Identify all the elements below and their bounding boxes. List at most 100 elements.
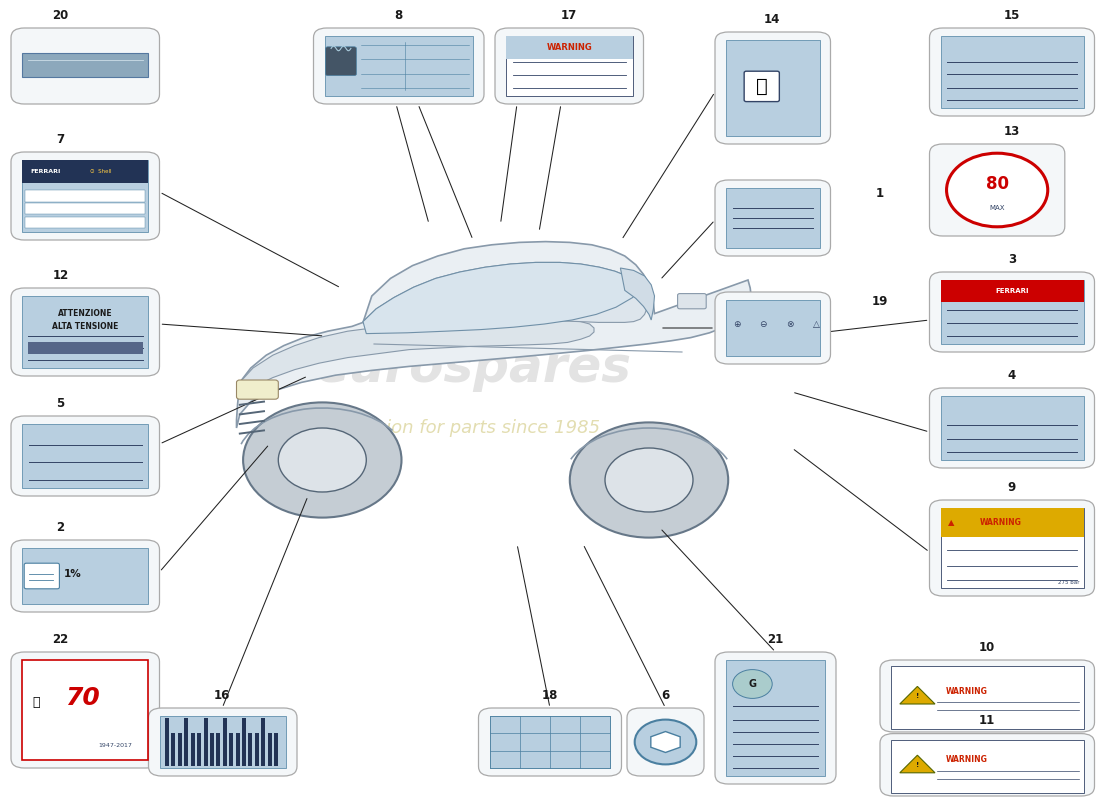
Text: WARNING: WARNING (980, 518, 1022, 527)
FancyBboxPatch shape (930, 500, 1094, 596)
FancyBboxPatch shape (25, 217, 145, 228)
Text: 16: 16 (214, 689, 230, 702)
Text: 22: 22 (53, 633, 68, 646)
Polygon shape (651, 731, 680, 753)
FancyBboxPatch shape (715, 292, 830, 364)
FancyBboxPatch shape (715, 652, 836, 784)
Text: 275 bar: 275 bar (1057, 580, 1079, 585)
Text: 18: 18 (542, 689, 558, 702)
Text: 9: 9 (1008, 481, 1016, 494)
FancyBboxPatch shape (148, 708, 297, 776)
FancyBboxPatch shape (506, 36, 632, 96)
FancyBboxPatch shape (930, 272, 1094, 352)
FancyBboxPatch shape (210, 733, 213, 766)
FancyBboxPatch shape (744, 71, 779, 102)
Circle shape (946, 154, 1047, 227)
Text: passion for parts since 1985: passion for parts since 1985 (345, 419, 601, 437)
Circle shape (243, 402, 402, 518)
FancyBboxPatch shape (24, 563, 59, 589)
Text: 19: 19 (872, 295, 888, 308)
FancyBboxPatch shape (940, 508, 1084, 588)
FancyBboxPatch shape (25, 190, 145, 202)
FancyBboxPatch shape (262, 718, 265, 766)
Text: ATTENZIONE: ATTENZIONE (58, 309, 112, 318)
FancyBboxPatch shape (172, 733, 175, 766)
FancyBboxPatch shape (930, 144, 1065, 236)
Text: ⊙  Shell: ⊙ Shell (90, 169, 112, 174)
FancyBboxPatch shape (11, 652, 159, 768)
FancyBboxPatch shape (627, 708, 704, 776)
FancyBboxPatch shape (739, 316, 755, 347)
FancyBboxPatch shape (160, 716, 286, 768)
Text: ⊖: ⊖ (760, 320, 767, 330)
Text: 20: 20 (53, 10, 68, 22)
FancyBboxPatch shape (22, 424, 148, 488)
FancyBboxPatch shape (274, 733, 278, 766)
Polygon shape (240, 319, 594, 387)
FancyBboxPatch shape (11, 540, 159, 612)
FancyBboxPatch shape (28, 342, 143, 354)
FancyBboxPatch shape (940, 36, 1084, 108)
Text: 12: 12 (53, 269, 68, 282)
Polygon shape (363, 262, 647, 322)
Text: G: G (748, 679, 757, 689)
FancyBboxPatch shape (165, 718, 169, 766)
Text: ⛽: ⛽ (756, 77, 768, 96)
FancyBboxPatch shape (715, 32, 830, 144)
FancyBboxPatch shape (891, 666, 1084, 729)
Text: 4: 4 (1008, 369, 1016, 382)
Text: 🐎: 🐎 (33, 695, 40, 709)
FancyBboxPatch shape (22, 160, 148, 232)
FancyBboxPatch shape (22, 53, 148, 78)
Text: △: △ (813, 320, 820, 330)
Text: ⊕: ⊕ (734, 320, 740, 330)
Polygon shape (900, 686, 935, 704)
FancyBboxPatch shape (490, 716, 610, 768)
Text: 8: 8 (394, 10, 403, 22)
FancyBboxPatch shape (267, 733, 272, 766)
Circle shape (733, 670, 772, 698)
Text: FERRARI: FERRARI (31, 169, 62, 174)
FancyBboxPatch shape (940, 508, 1084, 537)
FancyBboxPatch shape (478, 708, 622, 776)
Circle shape (278, 428, 366, 492)
FancyBboxPatch shape (236, 380, 278, 399)
Text: MAX: MAX (989, 205, 1005, 210)
Text: 10: 10 (979, 641, 994, 654)
Text: 1947-2017: 1947-2017 (99, 743, 132, 748)
Text: FERRARI: FERRARI (996, 288, 1028, 294)
Text: WARNING: WARNING (547, 43, 592, 52)
FancyBboxPatch shape (891, 740, 1084, 793)
Text: 5: 5 (56, 397, 65, 410)
Text: ALTA TENSIONE: ALTA TENSIONE (52, 322, 119, 331)
FancyBboxPatch shape (880, 660, 1094, 732)
FancyBboxPatch shape (930, 388, 1094, 468)
FancyBboxPatch shape (11, 28, 159, 104)
FancyBboxPatch shape (255, 733, 258, 766)
FancyBboxPatch shape (506, 36, 632, 58)
Text: 6: 6 (661, 689, 670, 702)
Text: eurospares: eurospares (315, 344, 631, 392)
Text: 13: 13 (1004, 125, 1020, 138)
FancyBboxPatch shape (940, 280, 1084, 344)
Polygon shape (236, 242, 751, 428)
FancyBboxPatch shape (880, 734, 1094, 796)
Text: 11: 11 (979, 714, 994, 727)
Text: 15: 15 (1004, 10, 1020, 22)
Text: 1%: 1% (64, 569, 81, 578)
FancyBboxPatch shape (11, 416, 159, 496)
FancyBboxPatch shape (495, 28, 644, 104)
FancyBboxPatch shape (204, 718, 208, 766)
FancyBboxPatch shape (715, 180, 830, 256)
Text: 1: 1 (876, 187, 884, 200)
Text: WARNING: WARNING (946, 755, 988, 765)
FancyBboxPatch shape (242, 718, 246, 766)
Text: !: ! (916, 762, 918, 768)
Text: 80: 80 (986, 174, 1009, 193)
Text: WARNING: WARNING (946, 686, 988, 696)
Circle shape (605, 448, 693, 512)
FancyBboxPatch shape (222, 718, 227, 766)
Text: 3: 3 (1008, 253, 1016, 266)
FancyBboxPatch shape (726, 40, 820, 136)
FancyBboxPatch shape (178, 733, 182, 766)
